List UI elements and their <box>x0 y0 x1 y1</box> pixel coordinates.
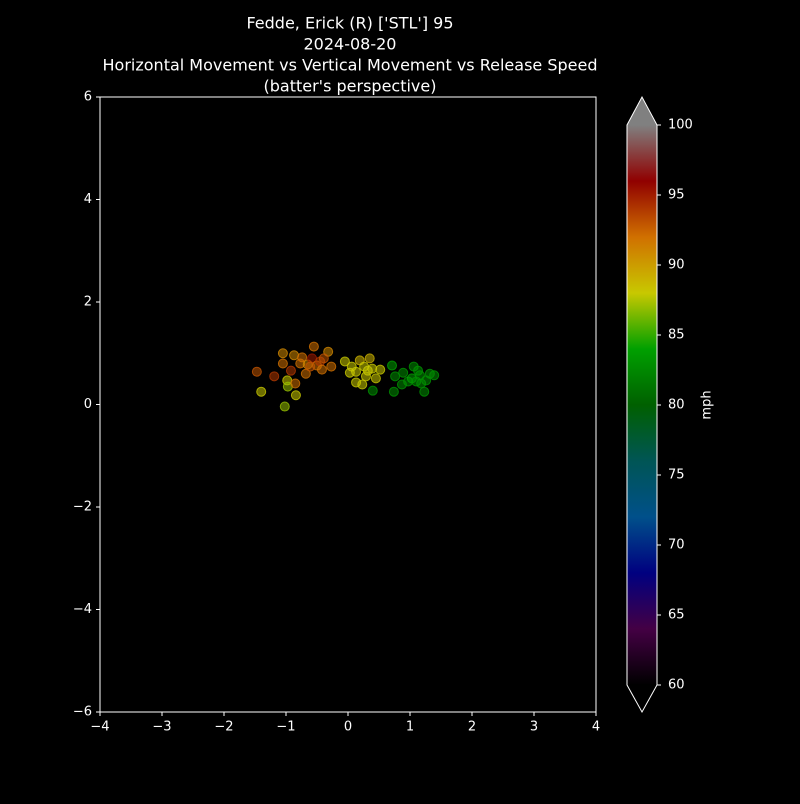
pitch-point <box>308 341 319 352</box>
pitch-point <box>251 366 262 377</box>
pitch-point <box>362 365 373 376</box>
colorbar-tick-label: 85 <box>668 328 685 343</box>
colorbar-tick-label: 65 <box>668 608 685 623</box>
pitch-point <box>285 365 296 376</box>
pitch-point <box>269 371 280 382</box>
chart-title: 2024-08-20 <box>304 35 397 54</box>
x-tick-label: 1 <box>406 720 414 735</box>
pitch-point <box>277 358 288 369</box>
pitch-point <box>367 385 378 396</box>
chart-title: Fedde, Erick (R) ['STL'] 95 <box>246 14 453 33</box>
pitch-point <box>375 364 386 375</box>
pitch-point <box>316 364 327 375</box>
colorbar-tick-label: 70 <box>668 538 685 553</box>
pitch-point <box>297 352 308 363</box>
colorbar-extend-top <box>627 97 657 125</box>
pitch-point <box>419 386 430 397</box>
x-tick-label: −2 <box>214 720 233 735</box>
colorbar-extend-bottom <box>627 685 657 712</box>
x-tick-label: 0 <box>344 720 352 735</box>
pitch-point <box>289 350 300 361</box>
pitch-point <box>256 386 267 397</box>
colorbar-tick-label: 75 <box>668 468 685 483</box>
pitch-point <box>318 353 329 364</box>
pitch-point <box>357 379 368 390</box>
x-tick-label: −3 <box>152 720 171 735</box>
y-tick-label: −4 <box>73 602 92 617</box>
pitch-point <box>290 378 301 389</box>
pitch-point <box>344 367 355 378</box>
colorbar-tick-label: 80 <box>668 398 685 413</box>
pitch-point <box>390 371 401 382</box>
colorbar-tick-label: 60 <box>668 678 685 693</box>
pitch-point <box>429 370 440 381</box>
pitch-point <box>388 386 399 397</box>
colorbar-tick-label: 100 <box>668 118 693 133</box>
pitch-point <box>364 353 375 364</box>
pitch-point <box>300 368 311 379</box>
plot-frame <box>99 96 597 713</box>
y-tick-label: −2 <box>73 500 92 515</box>
pitch-point <box>370 373 381 384</box>
x-tick-label: 2 <box>468 720 476 735</box>
colorbar-label: mph <box>700 390 715 419</box>
pitch-point <box>277 348 288 359</box>
x-tick-label: −4 <box>90 720 109 735</box>
x-tick-label: 4 <box>592 720 600 735</box>
pitch-point <box>398 367 409 378</box>
colorbar-tick-label: 95 <box>668 188 685 203</box>
y-tick-label: 4 <box>84 192 92 207</box>
y-tick-label: 0 <box>84 397 92 412</box>
y-tick-label: −6 <box>73 705 92 720</box>
pitch-point <box>290 390 301 401</box>
colorbar <box>627 125 657 685</box>
y-tick-label: 6 <box>84 90 92 105</box>
chart-title: (batter's perspective) <box>264 77 437 96</box>
colorbar-tick-label: 90 <box>668 258 685 273</box>
pitch-point <box>326 361 337 372</box>
pitch-point <box>387 360 398 371</box>
pitch-point <box>279 401 290 412</box>
y-tick-label: 2 <box>84 295 92 310</box>
x-tick-label: 3 <box>530 720 538 735</box>
x-tick-label: −1 <box>276 720 295 735</box>
chart-title: Horizontal Movement vs Vertical Movement… <box>103 56 598 75</box>
pitch-point <box>411 376 422 387</box>
pitch-point <box>339 356 350 367</box>
pitch-point <box>305 361 316 372</box>
